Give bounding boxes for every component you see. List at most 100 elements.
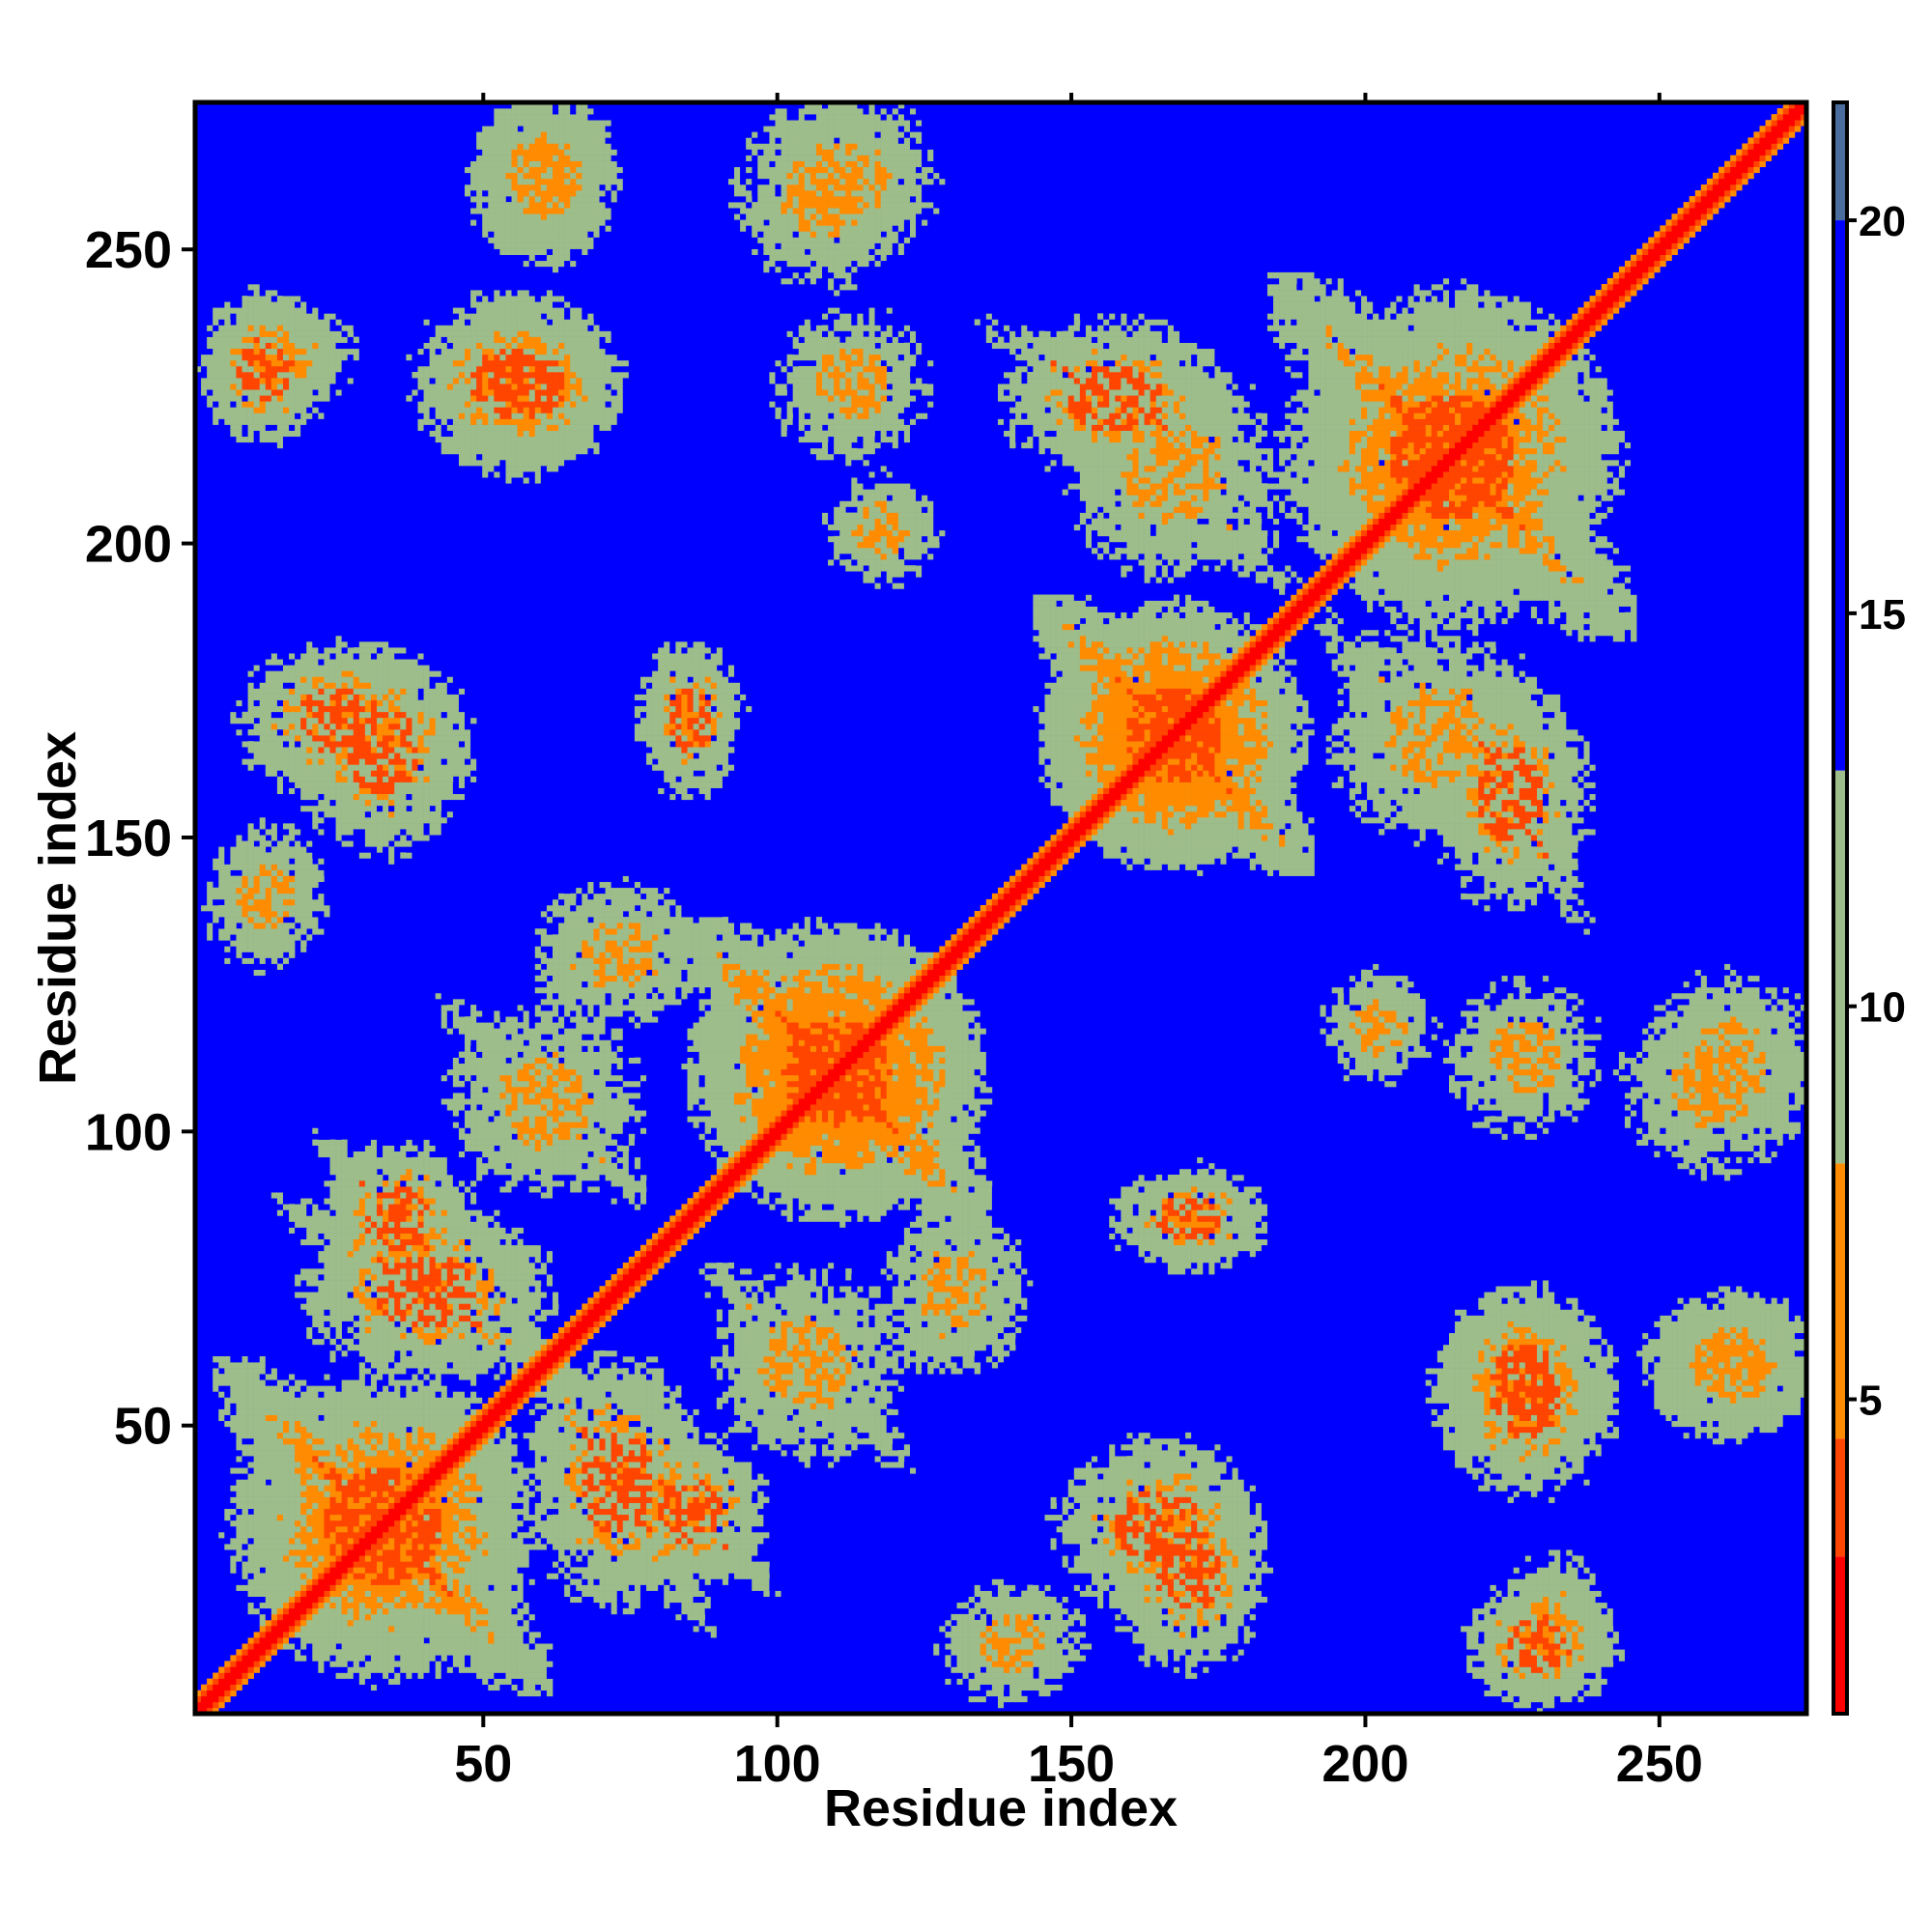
heatmap-cell: [342, 741, 348, 747]
heatmap-cell: [213, 1379, 218, 1385]
heatmap-cell: [342, 1239, 348, 1245]
heatmap-cell: [271, 1503, 277, 1509]
heatmap-cell: [266, 1626, 271, 1632]
heatmap-cell: [330, 425, 336, 431]
heatmap-cell: [271, 1444, 277, 1450]
heatmap-cell: [271, 1591, 277, 1597]
heatmap-cell: [224, 829, 230, 835]
heatmap-cell: [266, 958, 271, 964]
heatmap-cell: [260, 1649, 266, 1655]
heatmap-cell: [260, 1603, 266, 1608]
heatmap-cell: [236, 1385, 242, 1391]
heatmap-cell: [236, 1485, 242, 1491]
heatmap-cell: [318, 1479, 324, 1485]
heatmap-cell: [348, 1637, 354, 1643]
heatmap-cell: [277, 454, 283, 460]
heatmap-cell: [277, 729, 283, 735]
heatmap-cell: [300, 1263, 306, 1268]
heatmap-cell: [318, 934, 324, 940]
heatmap-cell: [306, 319, 312, 325]
heatmap-cell: [324, 1368, 329, 1374]
heatmap-cell: [260, 917, 266, 923]
heatmap-cell: [224, 670, 230, 676]
heatmap-cell: [218, 284, 224, 290]
heatmap-cell: [271, 1415, 277, 1421]
heatmap-cell: [283, 1239, 289, 1245]
heatmap-cell: [271, 870, 277, 876]
heatmap-cell: [324, 800, 329, 806]
heatmap-cell: [289, 1309, 295, 1315]
heatmap-cell: [300, 425, 306, 431]
heatmap-cell: [318, 1321, 324, 1327]
heatmap-cell: [218, 1492, 224, 1497]
heatmap-cell: [283, 1532, 289, 1538]
heatmap-cell: [306, 1526, 312, 1532]
heatmap-cell: [342, 1655, 348, 1661]
heatmap-cell: [201, 343, 207, 349]
heatmap-cell: [330, 1661, 336, 1666]
heatmap-cell: [295, 770, 300, 776]
heatmap-cell: [224, 1356, 230, 1362]
heatmap-cell: [266, 894, 271, 899]
heatmap-cell: [224, 1608, 230, 1614]
heatmap-cell: [248, 1544, 254, 1549]
heatmap-cell: [242, 782, 248, 788]
heatmap-cell: [289, 431, 295, 437]
heatmap-cell: [300, 272, 306, 278]
heatmap-cell: [266, 829, 271, 835]
heatmap-cell: [330, 1567, 336, 1573]
heatmap-cell: [218, 337, 224, 343]
heatmap-cell: [230, 1526, 236, 1532]
heatmap-cell: [295, 1385, 300, 1391]
heatmap-cell: [283, 1385, 289, 1391]
heatmap-cell: [312, 1567, 318, 1573]
heatmap-cell: [218, 1462, 224, 1467]
heatmap-cell: [254, 724, 260, 729]
heatmap-cell: [248, 1532, 254, 1538]
heatmap-cell: [330, 665, 336, 670]
heatmap-cell: [300, 917, 306, 923]
heatmap-cell: [230, 1462, 236, 1467]
heatmap-cell: [213, 349, 218, 355]
heatmap-cell: [312, 1169, 318, 1175]
heatmap-cell: [218, 905, 224, 911]
heatmap-cell: [248, 1632, 254, 1637]
heatmap-cell: [295, 1321, 300, 1327]
heatmap-cell: [218, 301, 224, 307]
heatmap-cell: [336, 1479, 342, 1485]
heatmap-cell: [260, 1591, 266, 1597]
heatmap-cell: [312, 724, 318, 729]
heatmap-cell: [289, 1397, 295, 1403]
heatmap-cell: [224, 1555, 230, 1561]
heatmap-cell: [312, 412, 318, 418]
heatmap-cell: [271, 712, 277, 718]
heatmap-cell: [266, 811, 271, 817]
heatmap-cell: [260, 1597, 266, 1603]
heatmap-cell: [330, 940, 336, 946]
heatmap-cell: [283, 1397, 289, 1403]
heatmap-cell: [277, 395, 283, 401]
heatmap-cell: [324, 1632, 329, 1637]
heatmap-cell: [266, 437, 271, 442]
heatmap-cell: [236, 905, 242, 911]
heatmap-cell: [248, 940, 254, 946]
heatmap-cell: [248, 1415, 254, 1421]
heatmap-cell: [218, 894, 224, 899]
heatmap-cell: [254, 431, 260, 437]
heatmap-cell: [312, 1479, 318, 1485]
heatmap-cell: [260, 360, 266, 366]
heatmap-cell: [306, 1438, 312, 1444]
heatmap-cell: [224, 1666, 230, 1672]
heatmap-cell: [218, 823, 224, 829]
heatmap-cell: [342, 349, 348, 355]
heatmap-cell: [283, 1666, 289, 1672]
heatmap-cell: [266, 852, 271, 858]
heatmap-cell: [324, 782, 329, 788]
heatmap-cell: [306, 1362, 312, 1368]
heatmap-cell: [336, 1456, 342, 1462]
heatmap-cell: [277, 1643, 283, 1649]
heatmap-cell: [283, 770, 289, 776]
heatmap-cell: [207, 378, 213, 384]
heatmap-cell: [218, 395, 224, 401]
heatmap-cell: [213, 1404, 218, 1409]
